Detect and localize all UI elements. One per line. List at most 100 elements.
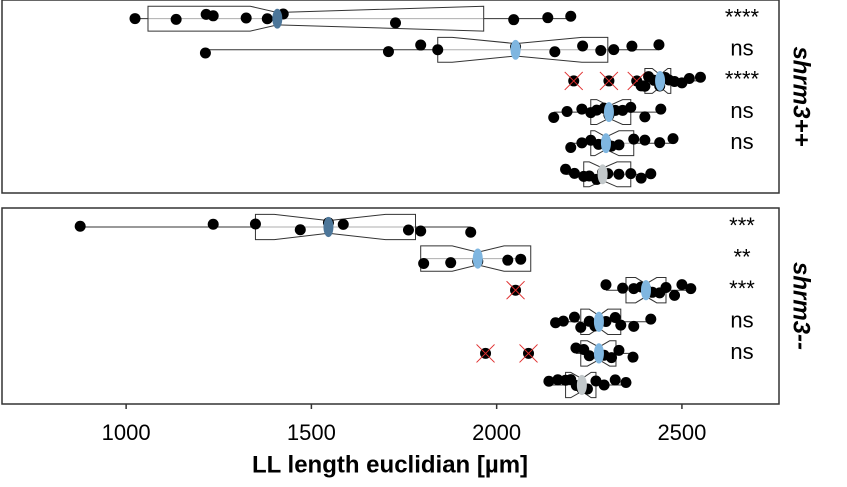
median-marker xyxy=(593,343,604,364)
data-point xyxy=(613,344,625,356)
data-point xyxy=(620,377,632,389)
data-point xyxy=(465,226,477,238)
median-marker xyxy=(323,216,334,238)
data-point xyxy=(390,17,402,29)
data-point xyxy=(628,133,640,145)
data-point xyxy=(595,44,607,56)
data-point xyxy=(655,103,667,115)
data-point xyxy=(502,254,514,266)
data-point xyxy=(382,46,394,58)
data-point xyxy=(294,224,306,236)
data-point xyxy=(608,44,620,56)
data-point xyxy=(590,375,602,387)
outlier-cross xyxy=(519,344,538,363)
data-point xyxy=(653,39,665,51)
x-tick-label: 2500 xyxy=(657,420,706,445)
significance-label: *** xyxy=(729,213,755,238)
x-tick-label: 1500 xyxy=(287,420,336,445)
data-point xyxy=(669,289,681,301)
data-point xyxy=(74,220,86,232)
outlier-cross xyxy=(506,280,525,300)
median-marker xyxy=(655,70,666,91)
data-point xyxy=(613,139,625,151)
significance-label: ns xyxy=(730,308,753,333)
x-tick-label: 2000 xyxy=(472,420,521,445)
data-point xyxy=(617,282,629,294)
data-point xyxy=(639,80,651,92)
median-marker xyxy=(640,280,651,301)
data-point xyxy=(628,320,640,332)
data-point xyxy=(609,312,621,324)
x-axis-title: LL length euclidian [µm] xyxy=(252,451,528,478)
facet-label: shrm3++ xyxy=(788,46,815,146)
data-point xyxy=(170,13,182,25)
data-point xyxy=(565,10,577,22)
data-point xyxy=(615,319,627,331)
data-point xyxy=(598,379,610,391)
data-point xyxy=(240,12,252,24)
data-point xyxy=(654,137,666,149)
data-point xyxy=(645,168,657,180)
significance-label: ns xyxy=(730,339,753,364)
data-point xyxy=(613,168,625,180)
significance-label: *** xyxy=(729,276,755,301)
data-point xyxy=(609,374,621,386)
median-marker xyxy=(603,102,614,123)
data-point xyxy=(694,71,706,83)
median-marker xyxy=(472,248,483,269)
outlier-cross xyxy=(564,71,584,91)
data-point xyxy=(508,14,520,26)
outlier-cross xyxy=(599,71,619,91)
median-marker xyxy=(597,164,608,185)
data-point xyxy=(626,40,638,52)
data-point xyxy=(565,141,577,153)
significance-label: ns xyxy=(730,98,753,123)
median-marker xyxy=(593,311,604,332)
box xyxy=(437,36,609,63)
data-point xyxy=(418,257,430,269)
data-point xyxy=(676,279,688,291)
data-point xyxy=(577,40,589,52)
data-point xyxy=(249,218,261,230)
significance-label: ns xyxy=(730,129,753,154)
x-tick-label: 1000 xyxy=(102,420,151,445)
median-marker xyxy=(576,374,587,396)
data-point xyxy=(207,10,219,22)
data-point xyxy=(445,257,457,269)
data-point xyxy=(129,13,141,25)
data-point xyxy=(415,225,427,237)
significance-label: ns xyxy=(730,36,753,61)
data-point xyxy=(515,253,527,265)
data-point xyxy=(639,134,651,146)
data-point xyxy=(635,172,647,184)
data-point xyxy=(261,13,273,25)
data-point xyxy=(639,111,651,123)
panel-border xyxy=(1,207,780,405)
data-point xyxy=(600,279,612,291)
box xyxy=(254,213,417,241)
data-point xyxy=(543,375,555,387)
data-point xyxy=(199,47,211,59)
data-point xyxy=(568,167,580,179)
median-marker xyxy=(600,133,611,154)
data-point xyxy=(548,112,560,124)
data-point xyxy=(625,101,637,113)
data-point xyxy=(561,105,573,117)
data-point xyxy=(576,103,588,115)
data-point xyxy=(542,12,554,24)
outlier-cross xyxy=(476,344,495,363)
data-point xyxy=(645,313,657,325)
data-point xyxy=(660,282,672,294)
data-point xyxy=(415,39,427,51)
data-point xyxy=(583,350,595,362)
data-point xyxy=(207,218,219,230)
data-point xyxy=(683,72,695,84)
data-point xyxy=(576,137,588,149)
data-point xyxy=(337,218,349,230)
data-point xyxy=(568,311,580,323)
data-point xyxy=(432,44,444,56)
panel-border xyxy=(1,0,780,194)
data-point xyxy=(685,283,697,295)
significance-label: ** xyxy=(733,244,751,269)
